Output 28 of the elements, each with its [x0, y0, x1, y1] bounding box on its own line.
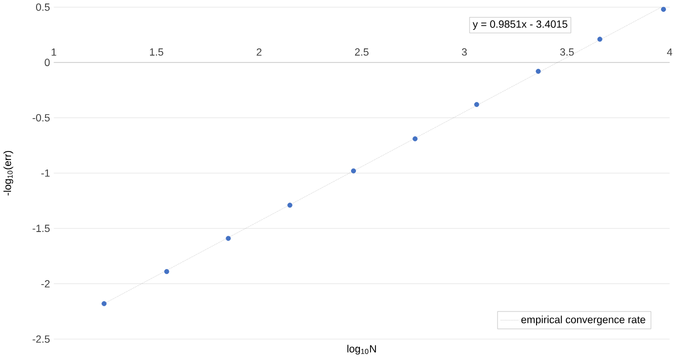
- y-tick-label: -1.5: [32, 224, 50, 232]
- point: [351, 168, 356, 174]
- point: [474, 102, 480, 108]
- y-axis-title: -log$_{10}$(err): [3, 150, 14, 196]
- x-tick-label: 4: [666, 48, 672, 56]
- y-tick-label: -0.5: [32, 114, 50, 122]
- x-tick-label: 1: [52, 48, 56, 56]
- y-tick-label: -2.5: [32, 335, 50, 343]
- y-tick-label: -1: [41, 170, 50, 177]
- point: [412, 136, 418, 142]
- x-tick-label: 1.5: [150, 48, 164, 56]
- y-tick-label: -2: [41, 280, 50, 288]
- point: [226, 236, 231, 241]
- x-tick-label: 2.5: [355, 48, 369, 56]
- point: [102, 301, 107, 306]
- x-tick-label: 2: [256, 48, 262, 56]
- y-tick-label: 0.5: [36, 3, 50, 11]
- point: [164, 269, 170, 274]
- point: [287, 202, 292, 208]
- x-tick-label: 3.5: [560, 48, 574, 56]
- y-tick-label: 0: [44, 58, 50, 66]
- point: [660, 6, 666, 12]
- x-tick-label: 3: [462, 48, 467, 56]
- annotation: y = 0.9851x - 3.4015: [472, 20, 568, 30]
- point: [597, 36, 602, 42]
- x-axis-title: log$_{10}$N: [347, 344, 376, 355]
- legend-label: empirical convergence rate: [521, 316, 646, 326]
- point: [536, 68, 541, 74]
